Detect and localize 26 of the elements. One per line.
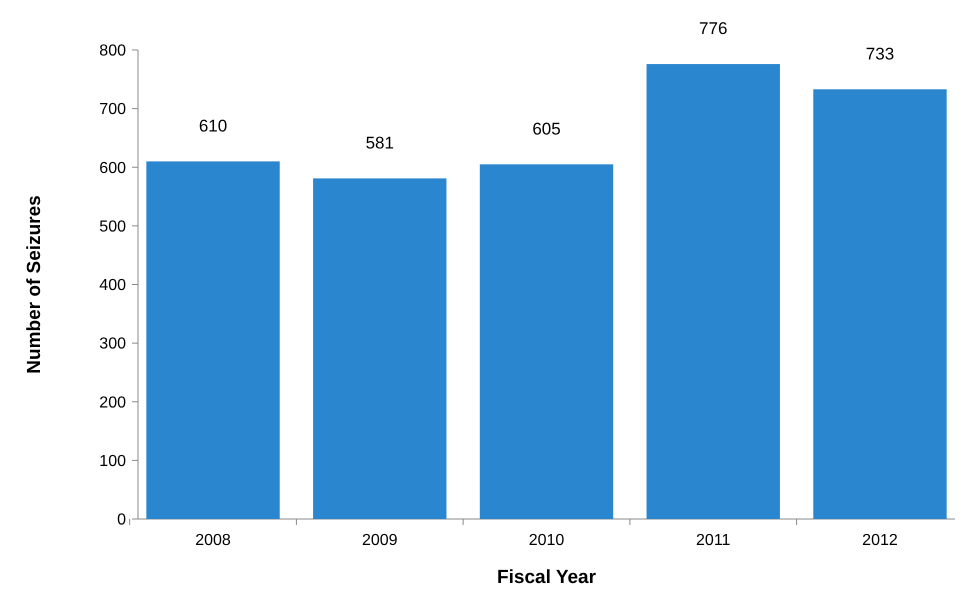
y-tick-label: 300 (99, 336, 126, 353)
data-label: 605 (532, 119, 561, 138)
y-tick-label: 100 (99, 452, 126, 470)
bar (313, 178, 446, 519)
y-tick-label: 500 (99, 218, 126, 236)
y-tick-label: 600 (99, 160, 126, 177)
x-tick-label: 2012 (862, 532, 898, 549)
data-label: 581 (366, 133, 394, 152)
bar (146, 161, 280, 519)
y-tick-label: 400 (99, 277, 126, 294)
y-tick-label: 0 (117, 512, 126, 529)
x-axis-title: Fiscal Year (497, 567, 597, 588)
x-tick-label: 2008 (195, 532, 231, 549)
y-tick-label: 800 (99, 42, 126, 60)
data-label: 610 (198, 116, 228, 136)
x-tick-label: 2011 (696, 532, 731, 549)
bar (480, 164, 614, 519)
y-axis-title: Number of Seizures (24, 195, 45, 374)
y-tick-label: 700 (99, 101, 126, 118)
x-tick-label: 2009 (362, 532, 398, 549)
data-label: 733 (866, 44, 894, 64)
bar (646, 64, 780, 519)
bar (813, 89, 947, 519)
y-tick-label: 200 (99, 394, 126, 412)
x-tick-label: 2010 (528, 532, 564, 549)
data-label: 776 (699, 19, 728, 38)
